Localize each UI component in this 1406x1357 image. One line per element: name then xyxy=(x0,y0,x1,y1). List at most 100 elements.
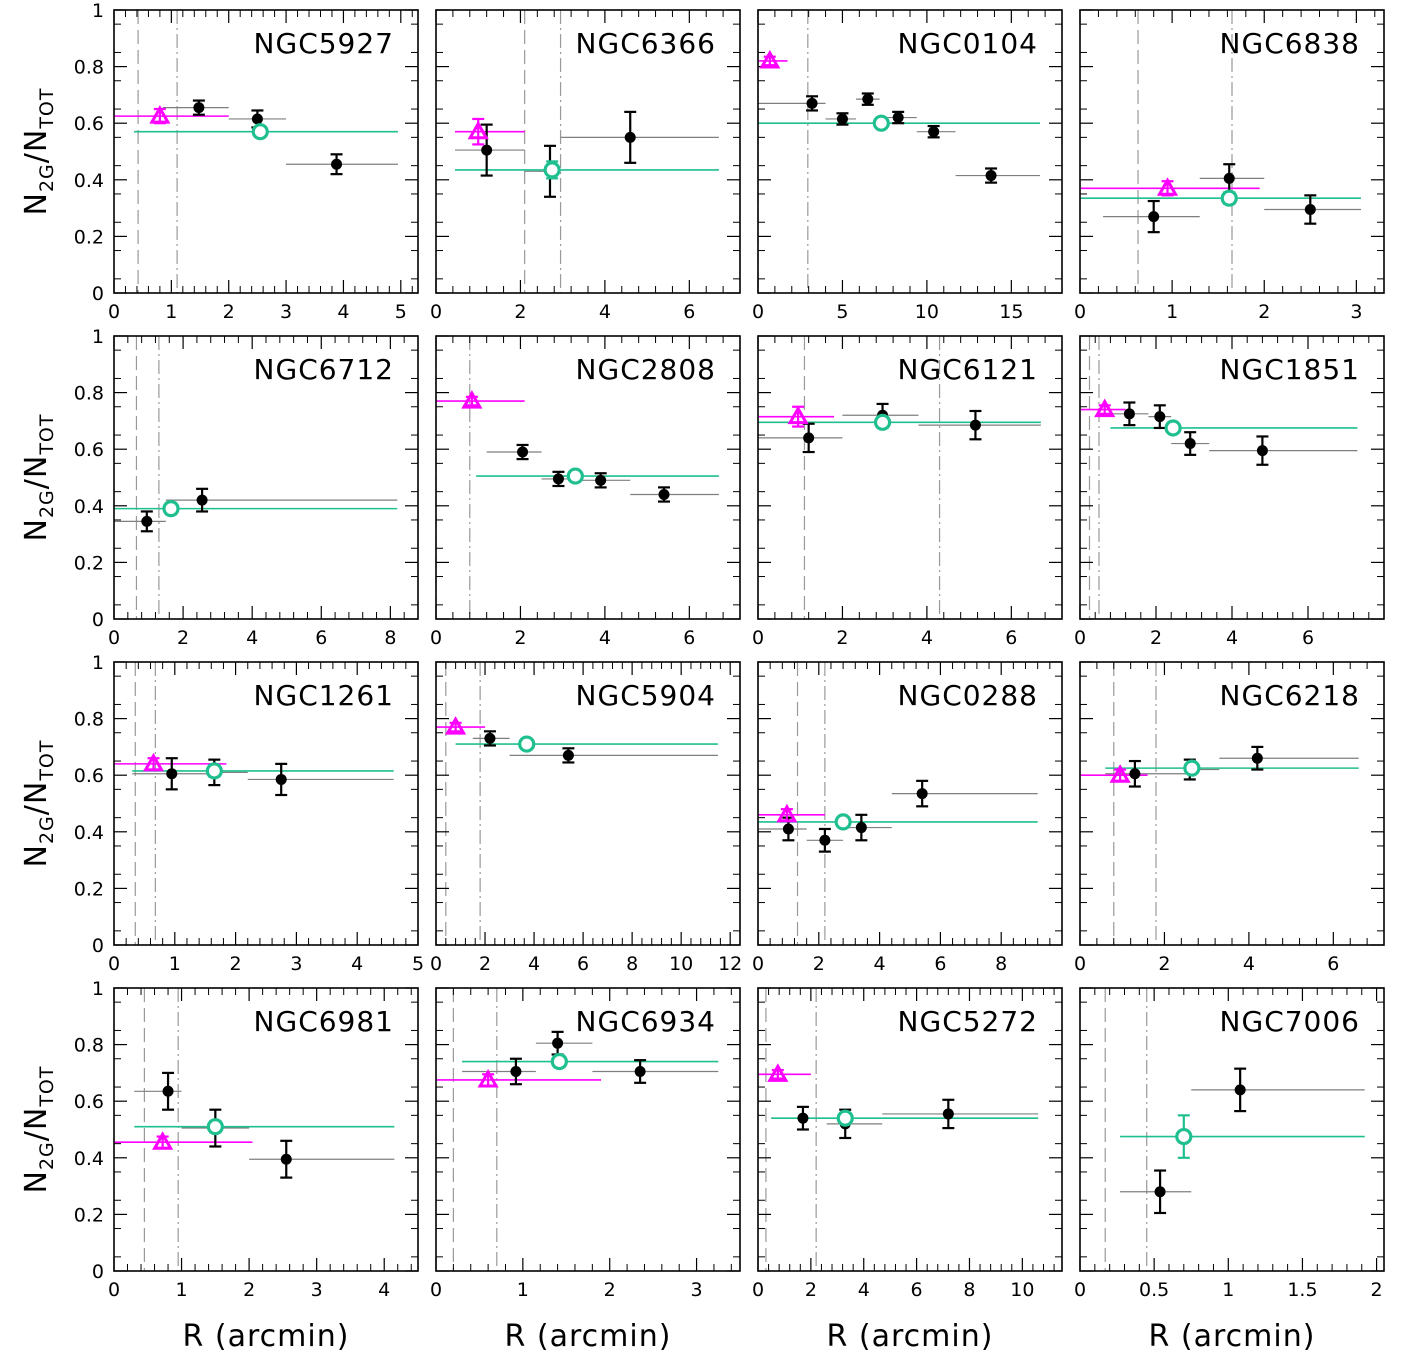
data-point xyxy=(141,515,153,527)
x-tick-label: 10 xyxy=(1010,1279,1034,1301)
data-point xyxy=(855,822,867,834)
inner-triangle-point xyxy=(787,405,809,425)
panel-frame xyxy=(113,9,419,294)
x-tick-label: 0 xyxy=(108,953,120,975)
panel-frame xyxy=(757,335,1063,620)
panel-frame xyxy=(1079,987,1385,1272)
panel-title: NGC5904 xyxy=(576,679,716,712)
x-tick-label: 0 xyxy=(430,627,442,649)
x-tick-label: 4 xyxy=(874,953,886,975)
x-tick-label: 0 xyxy=(752,301,764,323)
panel-title: NGC6366 xyxy=(576,27,716,60)
y-tick-label: 0.4 xyxy=(74,1148,104,1170)
data-point xyxy=(803,432,815,444)
global-circle-point xyxy=(1175,1127,1193,1146)
data-point xyxy=(552,473,564,485)
panel-ngc5272: 0 2 4 6 8 10 NGC5272 xyxy=(752,987,1063,1301)
data-point xyxy=(985,170,997,182)
x-tick-label: 3 xyxy=(311,1279,323,1301)
data-point xyxy=(552,1037,564,1049)
panel-frame xyxy=(435,987,741,1272)
panel-ngc2808: 0 2 4 6 NGC2808 xyxy=(430,335,741,649)
panel-ngc6121: 0 2 4 6 NGC6121 xyxy=(752,335,1063,649)
x-tick-label: 2 xyxy=(1158,953,1170,975)
x-tick-label: 4 xyxy=(337,301,349,323)
panel-ngc6218: 0 2 4 6 NGC6218 xyxy=(1074,661,1385,975)
data-point xyxy=(819,834,831,846)
x-tick-label: 0 xyxy=(1074,1279,1086,1301)
x-tick-label: 1 xyxy=(517,1279,529,1301)
x-tick-label: 2 xyxy=(514,627,526,649)
y-tick-label: 0.8 xyxy=(74,57,104,79)
panel-frame xyxy=(113,661,419,946)
panel-title: NGC5272 xyxy=(898,1005,1038,1038)
panel-title: NGC0288 xyxy=(898,679,1038,712)
x-tick-label: 2 xyxy=(805,1279,817,1301)
x-tick-label: 1 xyxy=(165,301,177,323)
panel-frame xyxy=(1079,335,1385,620)
x-tick-label: 1.5 xyxy=(1287,1279,1317,1301)
x-tick-label: 3 xyxy=(280,301,292,323)
x-tick-label: 4 xyxy=(1226,627,1238,649)
x-tick-label: 0 xyxy=(430,301,442,323)
global-circle-point xyxy=(1220,189,1238,207)
y-tick-label: 0.6 xyxy=(74,765,104,787)
panel-ngc6838: 0 1 2 3 NGC6838 xyxy=(1074,9,1385,323)
x-tick-label: 1 xyxy=(169,953,181,975)
x-tick-label: 6 xyxy=(577,953,589,975)
x-tick-label: 4 xyxy=(528,953,540,975)
global-circle-point xyxy=(206,1118,224,1136)
inner-triangle-point xyxy=(767,1063,789,1082)
x-tick-label: 2 xyxy=(514,301,526,323)
data-point xyxy=(251,113,263,125)
y-tick-label: 0.4 xyxy=(74,170,104,192)
panel-title: NGC5927 xyxy=(254,27,394,60)
panel-ngc6981: 0 0.2 0.4 0.6 0.8 1 0 1 2 3 4 NGC6981 xyxy=(74,978,419,1301)
y-tick-label: 1 xyxy=(92,652,104,674)
data-point xyxy=(806,97,818,109)
global-circle-point xyxy=(1183,759,1201,777)
inner-triangle-point xyxy=(445,716,467,735)
data-point xyxy=(510,1065,522,1077)
y-tick-label: 1 xyxy=(92,0,104,22)
panel-ngc6712: 0 0.2 0.4 0.6 0.8 1 0 2 4 6 8 NGC6712 xyxy=(74,326,419,649)
y-tick-label: 0 xyxy=(92,935,104,957)
y-tick-label: 1 xyxy=(92,326,104,348)
x-tick-label: 1 xyxy=(1222,1279,1234,1301)
panel-title: NGC6934 xyxy=(576,1005,716,1038)
data-point xyxy=(562,749,574,761)
data-point xyxy=(1304,204,1316,216)
y-tick-label: 0.4 xyxy=(74,822,104,844)
x-tick-label: 3 xyxy=(1350,301,1362,323)
x-tick-label: 8 xyxy=(626,953,638,975)
data-point xyxy=(196,494,208,506)
panel-title: NGC7006 xyxy=(1220,1005,1360,1038)
x-axis-label: R (arcmin) xyxy=(827,1319,994,1354)
y-axis-label: N2G/NTOT xyxy=(19,1066,58,1194)
data-point xyxy=(624,131,636,143)
global-circle-point xyxy=(251,123,269,141)
panel-ngc1261: 0 0.2 0.4 0.6 0.8 1 0 1 2 3 4 5 NGC1261 xyxy=(74,652,424,975)
x-axis-label: R (arcmin) xyxy=(505,1319,672,1354)
data-point xyxy=(1154,1186,1166,1198)
inner-triangle-point xyxy=(467,120,489,140)
y-axis-label: N2G/NTOT xyxy=(19,414,58,542)
data-point xyxy=(916,788,928,800)
x-tick-label: 0 xyxy=(108,301,120,323)
x-tick-label: 2 xyxy=(479,953,491,975)
global-circle-point xyxy=(162,500,180,518)
x-tick-label: 2 xyxy=(836,627,848,649)
x-tick-label: 8 xyxy=(963,1279,975,1301)
data-point xyxy=(1123,408,1135,420)
y-tick-label: 0 xyxy=(92,1261,104,1283)
panel-title: NGC1261 xyxy=(254,679,394,712)
panel-ngc1851: 0 2 4 6 NGC1851 xyxy=(1074,335,1385,649)
y-tick-label: 0 xyxy=(92,283,104,305)
x-tick-label: 8 xyxy=(995,953,1007,975)
panel-title: NGC6981 xyxy=(254,1005,394,1038)
inner-triangle-point xyxy=(1094,398,1116,418)
global-circle-point xyxy=(543,161,561,179)
panel-title: NGC1851 xyxy=(1220,353,1360,386)
inner-triangle-point xyxy=(759,49,781,69)
panel-frame xyxy=(113,987,419,1272)
